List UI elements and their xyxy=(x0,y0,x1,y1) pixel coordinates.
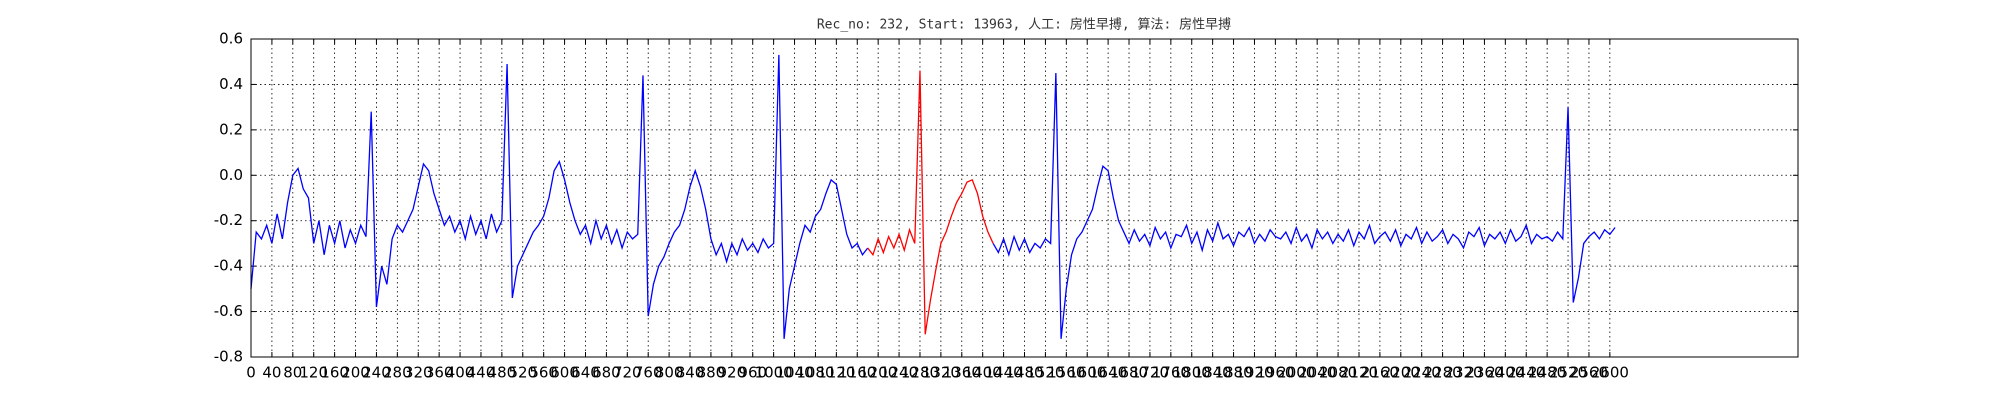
x-tick-label: 1440 xyxy=(985,364,1023,382)
x-tick-label: 1680 xyxy=(1110,364,1148,382)
line-series xyxy=(867,70,994,335)
x-tick-label: 840 xyxy=(676,364,705,382)
x-tick-label: 2520 xyxy=(1549,364,1587,382)
plot-frame xyxy=(250,38,1799,358)
x-tick-label: 1000 xyxy=(755,364,793,382)
x-tick-label: 1080 xyxy=(796,364,834,382)
y-tick-label: 0.0 xyxy=(219,166,243,184)
x-tick-label: 400 xyxy=(446,364,475,382)
x-tick-label: 2000 xyxy=(1277,364,1315,382)
x-tick-label: 560 xyxy=(529,364,558,382)
x-tick-label: 480 xyxy=(488,364,517,382)
x-tick-label: 1960 xyxy=(1256,364,1294,382)
x-tick-label: 760 xyxy=(634,364,663,382)
x-tick-label: 120 xyxy=(299,364,328,382)
x-tick-label: 1320 xyxy=(922,364,960,382)
x-tick-label: 2120 xyxy=(1340,364,1378,382)
x-tick-label: 2440 xyxy=(1507,364,1545,382)
x-tick-label: 1920 xyxy=(1235,364,1273,382)
x-tick-label: 2600 xyxy=(1591,364,1629,382)
x-tick-label: 1840 xyxy=(1194,364,1232,382)
x-tick-label: 1120 xyxy=(817,364,855,382)
x-tick-label: 440 xyxy=(467,364,496,382)
y-tick-label: 0.6 xyxy=(219,30,243,48)
x-tick-label: 2400 xyxy=(1486,364,1524,382)
x-tick-label: 2040 xyxy=(1298,364,1336,382)
x-tick-label: 1400 xyxy=(964,364,1002,382)
y-tick-label: -0.4 xyxy=(214,257,243,275)
line-series xyxy=(250,54,1616,339)
x-tick-label: 600 xyxy=(550,364,579,382)
y-tick-label: 0.4 xyxy=(219,75,243,93)
x-tick-label: 1280 xyxy=(901,364,939,382)
x-tick-label: 320 xyxy=(404,364,433,382)
y-tick-label: 0.2 xyxy=(219,120,243,138)
x-tick-label: 200 xyxy=(341,364,370,382)
x-tick-label: 720 xyxy=(613,364,642,382)
x-tick-label: 40 xyxy=(262,364,281,382)
x-tick-label: 280 xyxy=(383,364,412,382)
x-tick-label: 2080 xyxy=(1319,364,1357,382)
x-tick-label: 2480 xyxy=(1528,364,1566,382)
x-tick-label: 1560 xyxy=(1047,364,1085,382)
y-tick-label: -0.2 xyxy=(214,211,243,229)
x-tick-label: 1040 xyxy=(775,364,813,382)
chart-title: Rec_no: 232, Start: 13963, 人工: 房性早搏, 算法:… xyxy=(817,17,1231,33)
x-tick-label: 1360 xyxy=(943,364,981,382)
x-tick-label: 1640 xyxy=(1089,364,1127,382)
x-tick-label: 880 xyxy=(697,364,726,382)
x-tick-label: 2320 xyxy=(1444,364,1482,382)
x-tick-label: 2240 xyxy=(1403,364,1441,382)
x-tick-label: 360 xyxy=(425,364,454,382)
y-tick-label: -0.8 xyxy=(214,348,243,366)
x-tick-label: 1160 xyxy=(838,364,876,382)
x-tick-label: 2160 xyxy=(1361,364,1399,382)
x-tick-label: 520 xyxy=(508,364,537,382)
x-tick-label: 2360 xyxy=(1465,364,1503,382)
x-tick-label: 1480 xyxy=(1005,364,1043,382)
x-tick-label: 1880 xyxy=(1214,364,1252,382)
x-tick-label: 2200 xyxy=(1382,364,1420,382)
x-tick-label: 0 xyxy=(246,364,256,382)
x-tick-label: 2560 xyxy=(1570,364,1608,382)
x-tick-label: 2280 xyxy=(1424,364,1462,382)
x-tick-label: 1520 xyxy=(1026,364,1064,382)
x-tick-label: 800 xyxy=(655,364,684,382)
x-tick-label: 640 xyxy=(571,364,600,382)
x-tick-label: 1600 xyxy=(1068,364,1106,382)
x-tick-label: 680 xyxy=(592,364,621,382)
x-tick-label: 80 xyxy=(283,364,302,382)
x-tick-label: 240 xyxy=(362,364,391,382)
x-tick-label: 1200 xyxy=(859,364,897,382)
x-tick-label: 960 xyxy=(738,364,767,382)
x-tick-label: 160 xyxy=(320,364,349,382)
x-tick-label: 1760 xyxy=(1152,364,1190,382)
x-tick-label: 920 xyxy=(718,364,747,382)
y-tick-label: -0.6 xyxy=(214,302,243,320)
x-tick-label: 1800 xyxy=(1173,364,1211,382)
x-tick-label: 1720 xyxy=(1131,364,1169,382)
x-tick-label: 1240 xyxy=(880,364,918,382)
